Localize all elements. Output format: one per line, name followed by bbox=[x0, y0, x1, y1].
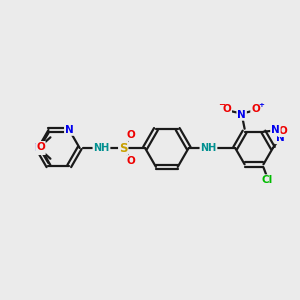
Text: +: + bbox=[259, 102, 264, 108]
Text: N: N bbox=[271, 125, 280, 136]
Text: N: N bbox=[237, 110, 246, 120]
Text: Cl: Cl bbox=[262, 175, 273, 185]
Text: −: − bbox=[218, 100, 225, 109]
Text: O: O bbox=[127, 130, 136, 140]
Text: O: O bbox=[36, 142, 45, 152]
Text: O: O bbox=[36, 144, 45, 154]
Text: N: N bbox=[65, 125, 74, 135]
Text: N: N bbox=[34, 143, 42, 153]
Text: O: O bbox=[279, 126, 287, 136]
Text: O: O bbox=[222, 104, 231, 114]
Text: NH: NH bbox=[93, 143, 110, 153]
Text: N: N bbox=[275, 133, 284, 143]
Text: S: S bbox=[119, 142, 128, 154]
Text: O: O bbox=[251, 104, 260, 114]
Text: NH: NH bbox=[200, 143, 217, 153]
Text: O: O bbox=[127, 156, 136, 166]
